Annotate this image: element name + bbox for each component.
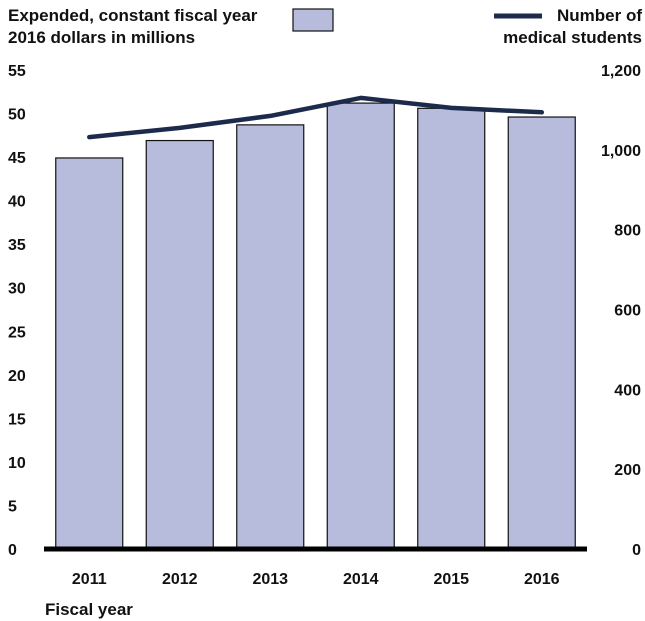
x-tick-label: 2016: [524, 571, 560, 588]
left-tick-label: 55: [8, 63, 26, 80]
bar-2015: [417, 107, 486, 550]
bars: [55, 102, 576, 550]
right-tick-label: 600: [614, 303, 641, 320]
left-tick-label: 35: [8, 237, 26, 254]
right-tick-label: 1,200: [601, 63, 641, 80]
left-tick-label: 10: [8, 455, 26, 472]
bar-2016: [507, 116, 576, 550]
left-tick-label: 40: [8, 194, 26, 211]
x-tick-label: 2012: [162, 571, 198, 588]
x-tick-label: 2011: [72, 571, 107, 588]
right-tick-label: 400: [614, 382, 641, 399]
left-tick-label: 45: [8, 150, 26, 167]
left-axis-ticks: 0 5 10 15 20 25 30 35 40 45 50 55: [8, 63, 26, 559]
legend-line-label-line1: Number of: [557, 6, 642, 25]
bar-2014: [326, 102, 395, 550]
bar-2013: [236, 124, 305, 550]
right-tick-label: 0: [632, 542, 641, 559]
x-tick-label: 2014: [343, 571, 379, 588]
bar-2012: [145, 139, 214, 550]
right-tick-label: 200: [614, 462, 641, 479]
left-tick-label: 25: [8, 324, 26, 341]
left-tick-label: 5: [8, 498, 17, 515]
x-axis-ticks: 2011 2012 2013 2014 2015 2016: [72, 571, 560, 588]
right-tick-label: 800: [614, 223, 641, 240]
left-tick-label: 15: [8, 411, 26, 428]
left-tick-label: 0: [8, 542, 17, 559]
left-tick-label: 20: [8, 368, 26, 385]
legend-bar-label-line1: Expended, constant fiscal year: [8, 6, 258, 25]
bar-2011: [55, 157, 124, 550]
legend-bar-swatch: [292, 8, 334, 32]
legend-line-label-line2: medical students: [503, 28, 642, 47]
x-tick-label: 2013: [252, 571, 288, 588]
x-tick-label: 2015: [433, 571, 469, 588]
right-tick-label: 1,000: [601, 143, 641, 160]
x-axis-title: Fiscal year: [45, 600, 133, 619]
left-tick-label: 30: [8, 281, 26, 298]
medical-students-line: [87, 95, 545, 140]
right-axis-ticks: 0 200 400 600 800 1,000 1,200: [601, 63, 641, 559]
legend-bar-label-line2: 2016 dollars in millions: [8, 28, 195, 47]
legend: Expended, constant fiscal year 2016 doll…: [8, 6, 642, 47]
left-tick-label: 50: [8, 107, 26, 124]
